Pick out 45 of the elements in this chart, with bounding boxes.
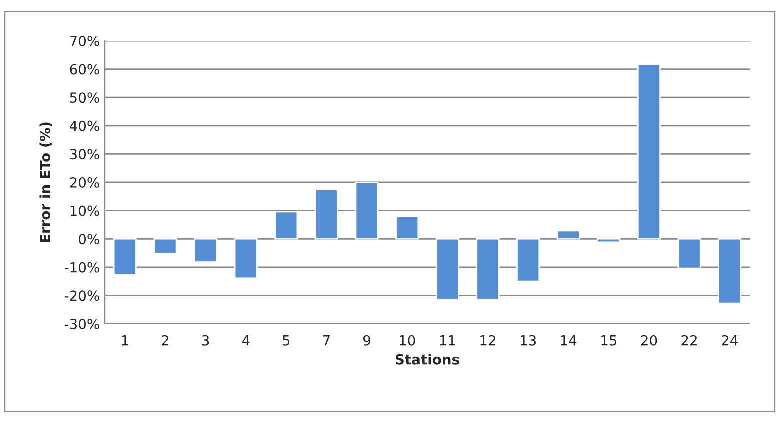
x-tick-label: 1	[122, 336, 128, 346]
bar	[396, 216, 420, 240]
bar	[154, 238, 178, 255]
x-tick-label: 22	[682, 335, 697, 346]
y-tick-label: 70%	[70, 36, 100, 46]
x-tick-label: 7	[323, 336, 330, 346]
x-tick-label: 20	[641, 335, 658, 346]
y-tick-label: 50%	[70, 92, 100, 104]
x-tick-label: 10	[400, 335, 416, 346]
y-tick-label: -10%	[64, 262, 100, 273]
y-tick-label: 30%	[70, 149, 100, 160]
bar	[234, 238, 258, 280]
bar	[637, 64, 661, 240]
bar	[476, 238, 500, 301]
y-tick-label: -30%	[64, 318, 100, 330]
bar	[597, 238, 621, 244]
y-tick-label: 60%	[70, 64, 100, 75]
x-tick-label: 15	[602, 336, 617, 346]
x-tick-label: 14	[561, 336, 577, 346]
y-tick-label: 20%	[70, 177, 100, 188]
bar	[436, 238, 460, 301]
x-tick-label: 13	[520, 335, 536, 346]
bar	[274, 211, 298, 240]
x-tick-label: 2	[162, 335, 168, 346]
bar	[516, 238, 540, 282]
y-tick-label: 0%	[79, 234, 100, 245]
y-tick-label: 40%	[70, 120, 100, 132]
x-tick-label: 4	[242, 336, 250, 346]
bar	[556, 230, 580, 240]
x-tick-label: 9	[363, 335, 370, 346]
x-tick-label: 24	[722, 335, 738, 346]
x-tick-label: 3	[202, 335, 210, 346]
x-tick-label: 11	[440, 336, 456, 346]
bar	[718, 238, 742, 304]
x-axis-title: Stations	[396, 354, 460, 365]
x-tick-label: 12	[480, 335, 496, 346]
y-tick-label: -20%	[64, 290, 100, 302]
bar	[355, 182, 379, 240]
bar	[194, 238, 218, 263]
x-tick-label: 5	[283, 336, 290, 346]
bar	[314, 189, 338, 240]
bar	[678, 238, 702, 270]
y-axis-title: Error in ETo (%)	[40, 122, 52, 242]
bar	[113, 238, 137, 276]
y-tick-label: 10%	[70, 206, 100, 216]
